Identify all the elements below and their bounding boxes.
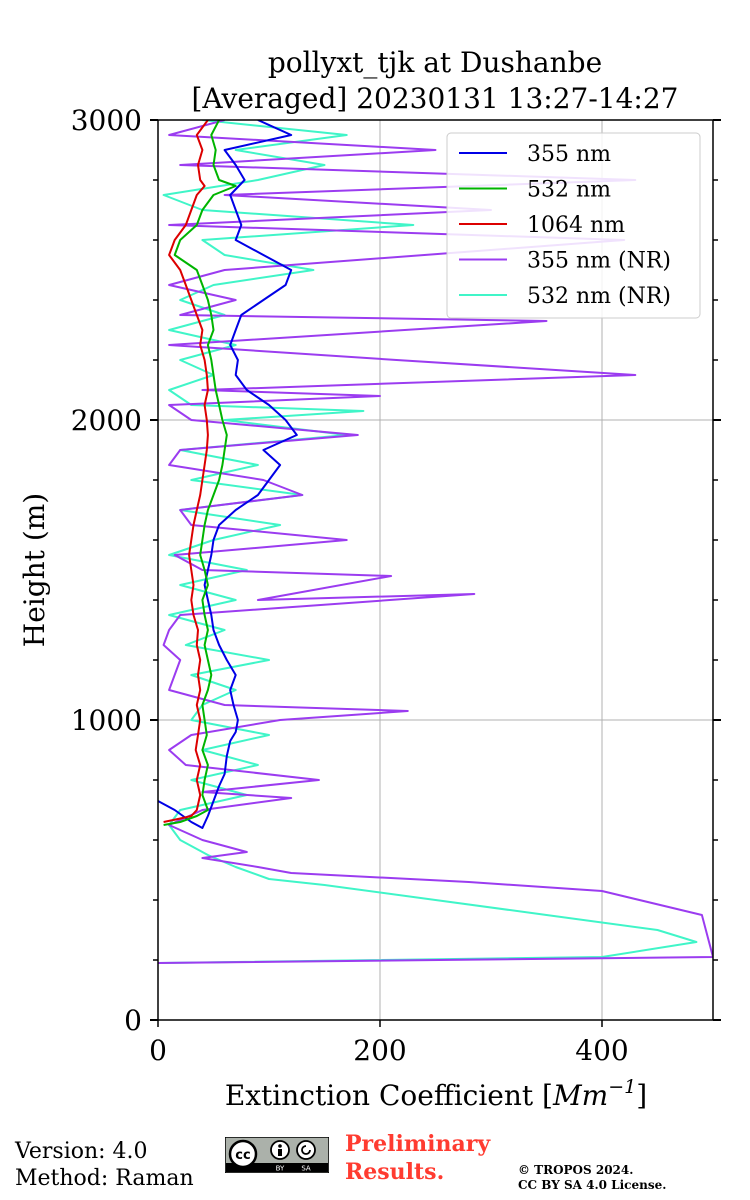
series-line <box>163 120 237 826</box>
preliminary-line1: Preliminary <box>345 1131 491 1157</box>
copyright-line2: CC BY SA 4.0 License. <box>518 1178 667 1192</box>
y-tick-label: 3000 <box>71 104 142 137</box>
x-axis-label-exp: −1 <box>608 1076 636 1098</box>
legend-label: 532 nm <box>527 178 611 203</box>
x-axis-label-suffix: ] <box>636 1079 647 1112</box>
preliminary-line2: Results. <box>345 1159 445 1185</box>
legend-box <box>446 132 701 319</box>
copyright: © TROPOS 2024. CC BY SA 4.0 License. <box>518 1163 666 1193</box>
chart-title-line1: pollyxt_tjk at Dushanbe <box>268 46 602 79</box>
footer-info: Version: 4.0 Method: Raman <box>15 1138 194 1192</box>
x-axis-label: Extinction Coefficient [Mm−1] <box>225 1076 647 1112</box>
y-tick-label: 2000 <box>71 404 142 437</box>
y-tick-label: 0 <box>124 1004 142 1037</box>
copyright-line1: © TROPOS 2024. <box>518 1163 634 1177</box>
x-tick-label: 400 <box>575 1034 628 1067</box>
series-line <box>158 120 713 964</box>
x-axis-label-prefix: Extinction Coefficient [ <box>225 1079 553 1112</box>
series-line <box>163 120 209 823</box>
plot-frame <box>157 119 714 1021</box>
by-label: BY <box>276 1165 285 1173</box>
cc-by-sa-icon: cc BY SA <box>225 1137 329 1173</box>
series-line <box>158 120 698 964</box>
method-text: Method: Raman <box>15 1166 194 1191</box>
version-text: Version: 4.0 <box>15 1139 148 1164</box>
x-axis-label-unit: Mm <box>552 1079 608 1112</box>
legend-label: 355 nm <box>527 142 611 167</box>
axis-ticks: 0 200 400 0 1000 2000 3000 <box>71 104 721 1067</box>
sa-label: SA <box>301 1165 311 1173</box>
legend-label: 532 nm (NR) <box>527 284 671 309</box>
series-lines <box>158 120 713 964</box>
legend: 355 nm 532 nm 1064 nm 355 nm (NR) 532 nm (NR… <box>446 132 701 319</box>
legend-label: 1064 nm <box>527 213 625 238</box>
cc-icon-label: cc <box>235 1148 250 1163</box>
series-line <box>158 120 298 829</box>
y-axis-label: Height (m) <box>18 493 51 647</box>
chart-title-line2: [Averaged] 20230131 13:27-14:27 <box>192 82 679 115</box>
x-tick-label: 0 <box>149 1034 167 1067</box>
chart: pollyxt_tjk at Dushanbe [Averaged] 20230… <box>18 46 721 1112</box>
y-tick-label: 1000 <box>71 704 142 737</box>
preliminary-note: Preliminary Results. <box>345 1130 490 1186</box>
x-tick-label: 200 <box>353 1034 406 1067</box>
legend-label: 355 nm (NR) <box>527 249 671 274</box>
